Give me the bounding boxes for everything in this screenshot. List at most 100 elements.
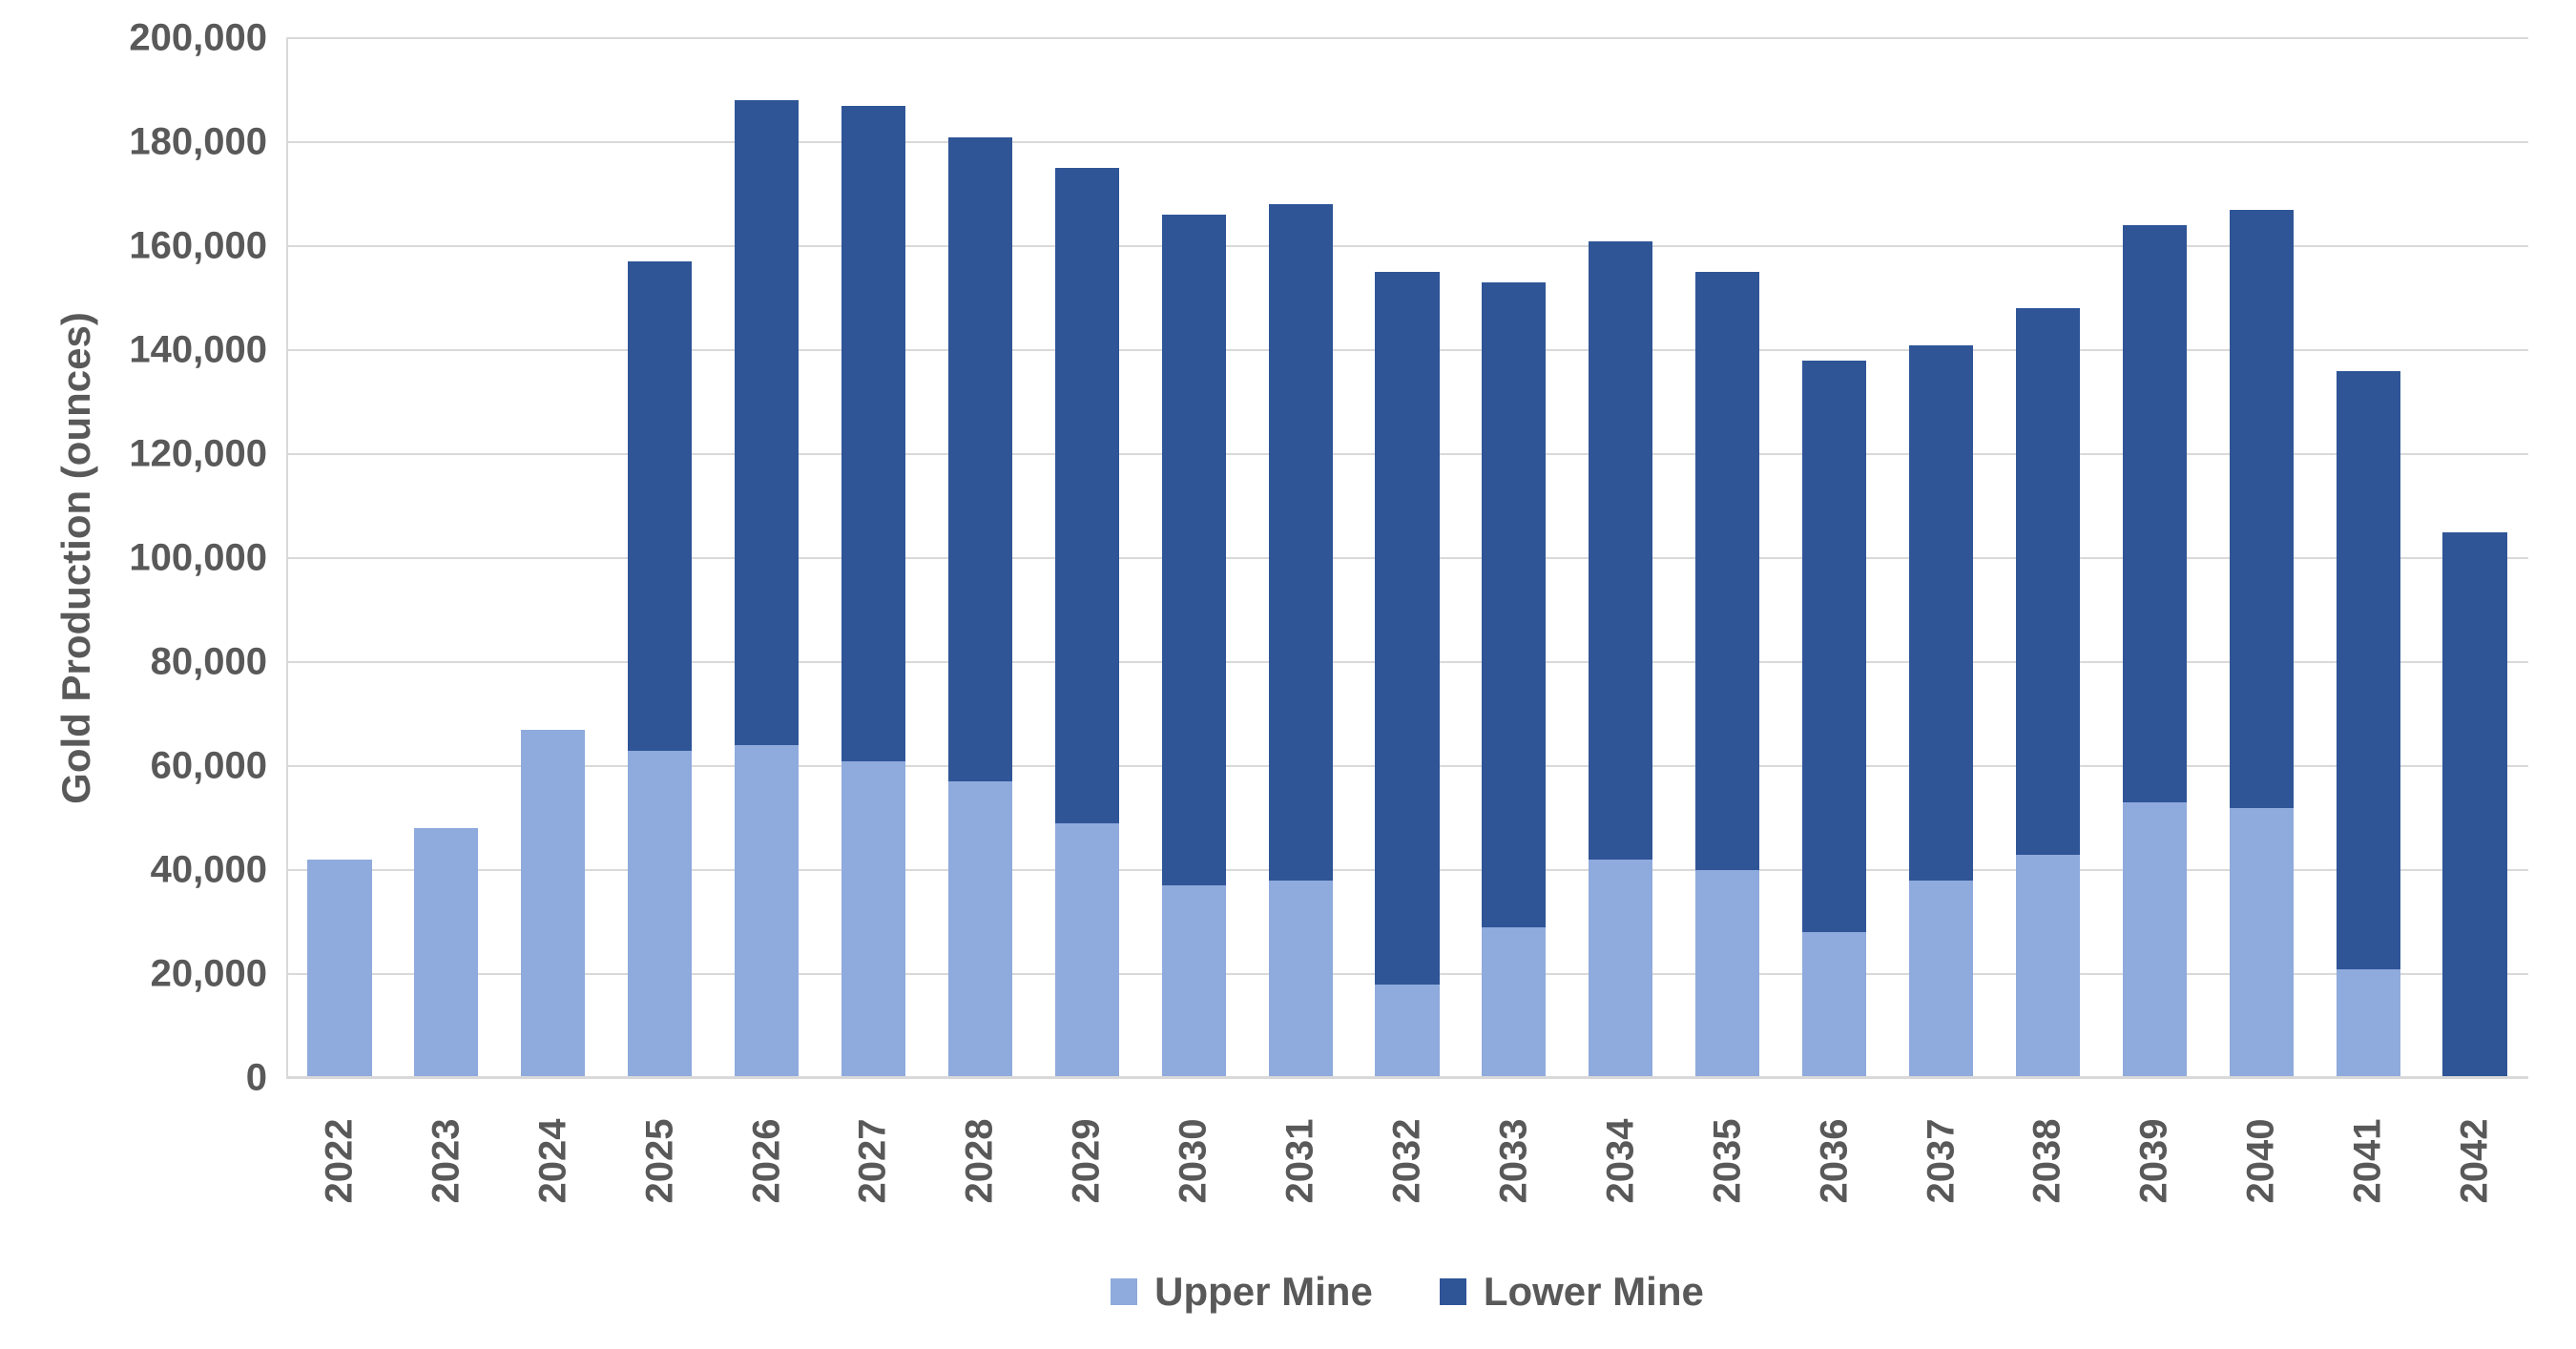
x-tick-label: 2029 <box>1066 1119 1109 1272</box>
legend-label: Upper Mine <box>1154 1269 1373 1315</box>
bar-segment-upper-mine <box>307 860 371 1078</box>
x-tick-label: 2041 <box>2347 1119 2390 1272</box>
bar-segment-upper-mine <box>1162 885 1226 1078</box>
x-tick-label: 2040 <box>2240 1119 2283 1272</box>
y-tick-label: 140,000 <box>57 329 267 372</box>
y-tick-label: 100,000 <box>57 537 267 580</box>
bar-slot <box>2101 38 2208 1078</box>
bar <box>1695 272 1759 1078</box>
x-tick-label: 2030 <box>1173 1119 1215 1272</box>
x-tick-label: 2027 <box>852 1119 895 1272</box>
y-tick-label: 180,000 <box>57 121 267 164</box>
bar-slot <box>1354 38 1461 1078</box>
bar-segment-lower-mine <box>2442 532 2506 1078</box>
bar <box>2442 532 2506 1078</box>
bar-segment-lower-mine <box>1802 361 1866 933</box>
bar-segment-lower-mine <box>1375 272 1439 985</box>
bar-segment-upper-mine <box>735 745 799 1078</box>
bar-slot <box>1674 38 1781 1078</box>
x-tick-label: 2031 <box>1279 1119 1322 1272</box>
y-tick-label: 160,000 <box>57 225 267 268</box>
bar-segment-lower-mine <box>948 137 1012 782</box>
bar-segment-lower-mine <box>2016 308 2080 854</box>
bar-slot <box>1033 38 1140 1078</box>
legend-label: Lower Mine <box>1484 1269 1704 1315</box>
x-tick-label: 2035 <box>1706 1119 1749 1272</box>
bar-segment-lower-mine <box>1589 241 1652 861</box>
x-tick-label: 2032 <box>1386 1119 1429 1272</box>
bar <box>521 730 585 1078</box>
bar-segment-lower-mine <box>1482 282 1546 927</box>
x-tick-label: 2036 <box>1813 1119 1856 1272</box>
bar-slot <box>1568 38 1674 1078</box>
bars-layer <box>286 38 2528 1078</box>
bar-segment-lower-mine <box>841 106 905 761</box>
bar <box>1055 168 1119 1078</box>
x-tick-label: 2022 <box>318 1119 361 1272</box>
bar <box>2230 210 2294 1078</box>
bar-segment-upper-mine <box>1055 823 1119 1078</box>
bar-segment-lower-mine <box>2230 210 2294 808</box>
y-tick-label: 80,000 <box>57 641 267 684</box>
bar-slot <box>1994 38 2101 1078</box>
bar <box>2016 308 2080 1078</box>
y-tick-label: 40,000 <box>57 849 267 892</box>
bar-slot <box>500 38 607 1078</box>
bar-segment-upper-mine <box>841 761 905 1078</box>
bar-segment-lower-mine <box>2337 371 2400 969</box>
bar <box>1909 345 1973 1078</box>
bar-segment-lower-mine <box>2123 225 2187 802</box>
x-tick-label: 2033 <box>1492 1119 1535 1272</box>
bar-segment-lower-mine <box>1055 168 1119 823</box>
bar-segment-upper-mine <box>628 751 692 1078</box>
bar-segment-lower-mine <box>1909 345 1973 881</box>
x-tick-label: 2042 <box>2454 1119 2497 1272</box>
bar <box>2337 371 2400 1078</box>
bar <box>1482 282 1546 1078</box>
bar-segment-upper-mine <box>2016 855 2080 1078</box>
bar-segment-upper-mine <box>1695 870 1759 1078</box>
bar-segment-upper-mine <box>1909 881 1973 1078</box>
bar-slot <box>926 38 1033 1078</box>
plot-area <box>286 38 2528 1078</box>
bar-slot <box>2208 38 2315 1078</box>
bar-slot <box>1888 38 1995 1078</box>
bar-segment-lower-mine <box>1162 215 1226 885</box>
bar-segment-upper-mine <box>948 781 1012 1078</box>
x-tick-label: 2038 <box>2026 1119 2069 1272</box>
bar <box>628 261 692 1078</box>
bar <box>1802 361 1866 1078</box>
bar-segment-upper-mine <box>1482 927 1546 1078</box>
x-tick-label: 2028 <box>959 1119 1002 1272</box>
legend-swatch <box>1111 1278 1137 1305</box>
bar-slot <box>286 38 393 1078</box>
y-tick-label: 0 <box>57 1057 267 1100</box>
bar-slot <box>1140 38 1247 1078</box>
bar <box>414 828 478 1078</box>
bar-segment-lower-mine <box>1695 272 1759 870</box>
bar-segment-upper-mine <box>1802 932 1866 1078</box>
bar <box>948 137 1012 1078</box>
bar-slot <box>393 38 500 1078</box>
x-tick-label: 2037 <box>1920 1119 1963 1272</box>
x-axis-line <box>286 1076 2528 1078</box>
bar-segment-upper-mine <box>1589 860 1652 1078</box>
x-tick-label: 2023 <box>425 1119 467 1272</box>
y-tick-label: 120,000 <box>57 433 267 476</box>
legend-item-upper-mine: Upper Mine <box>1111 1269 1373 1315</box>
bar-slot <box>607 38 714 1078</box>
y-tick-label: 20,000 <box>57 953 267 996</box>
bar-segment-lower-mine <box>1269 204 1333 881</box>
x-tick-label: 2034 <box>1599 1119 1642 1272</box>
bar <box>841 106 905 1078</box>
bar <box>1162 215 1226 1078</box>
x-tick-label: 2024 <box>531 1119 574 1272</box>
legend-item-lower-mine: Lower Mine <box>1440 1269 1704 1315</box>
bar <box>1269 204 1333 1078</box>
y-axis-line <box>286 38 288 1078</box>
bar <box>735 100 799 1078</box>
x-tick-label: 2039 <box>2133 1119 2176 1272</box>
bar-segment-upper-mine <box>521 730 585 1078</box>
gold-production-chart: Gold Production (ounces) Upper MineLower… <box>0 0 2576 1349</box>
y-tick-label: 200,000 <box>57 17 267 60</box>
